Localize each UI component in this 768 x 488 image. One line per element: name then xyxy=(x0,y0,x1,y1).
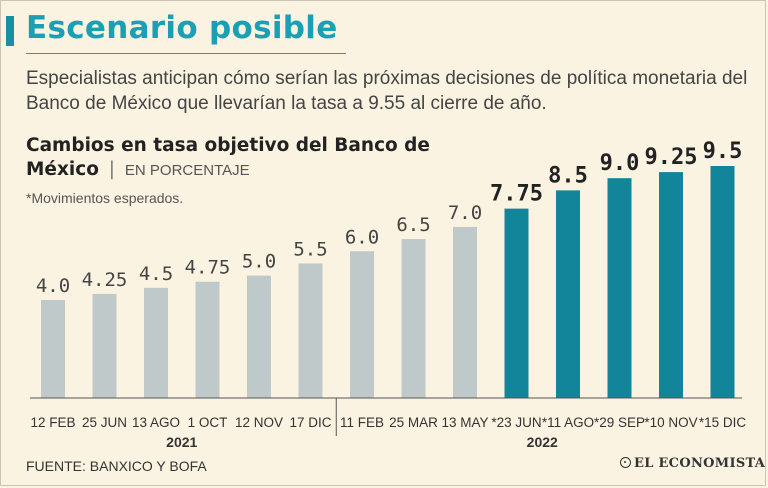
bar xyxy=(504,208,529,398)
chart-note: *Movimientos esperados. xyxy=(26,190,184,206)
tick-label: 11 FEB xyxy=(340,415,384,430)
subtitle: Especialistas anticipan cómo serían las … xyxy=(26,68,748,114)
data-label: 5.5 xyxy=(293,238,327,260)
chart-unit: EN PORCENTAJE xyxy=(124,162,250,179)
title-accent-bar xyxy=(6,16,14,46)
chart-title: Cambios en tasa objetivo del Banco de Mé… xyxy=(26,135,430,180)
title-rule xyxy=(26,53,346,54)
data-label: 5.0 xyxy=(242,251,276,273)
data-label: 8.5 xyxy=(548,163,588,188)
bar xyxy=(144,287,168,398)
bar xyxy=(607,178,632,398)
bar xyxy=(298,263,323,398)
tick-label: 17 DIC xyxy=(289,415,331,430)
tick-label: 1 OCT xyxy=(188,415,228,430)
bar xyxy=(41,300,65,398)
data-label: 9.5 xyxy=(703,139,743,164)
bar xyxy=(350,251,374,398)
data-label: 9.0 xyxy=(600,151,640,176)
data-label: 4.75 xyxy=(185,257,231,279)
bar xyxy=(710,166,735,398)
bar xyxy=(659,172,683,398)
group-label: 2021 xyxy=(166,434,197,450)
data-label: 6.0 xyxy=(345,226,379,248)
source-note: FUENTE: BANXICO Y BOFA xyxy=(26,458,207,474)
tick-label: *23 JUN xyxy=(491,415,541,430)
tick-label: 13 MAY xyxy=(441,415,488,430)
bar xyxy=(401,239,426,398)
data-label: 4.0 xyxy=(36,275,70,297)
unit-separator: | xyxy=(102,159,121,180)
brand-name: EL ECONOMISTA xyxy=(634,456,766,471)
group-label: 2022 xyxy=(527,434,558,450)
tick-label: 12 NOV xyxy=(235,415,283,430)
data-label: 7.75 xyxy=(490,182,543,207)
data-label: 7.0 xyxy=(448,202,482,224)
bar xyxy=(92,293,117,398)
tick-label: 25 JUN xyxy=(82,415,127,430)
brand: EL ECONOMISTA xyxy=(620,456,765,471)
tick-label: *10 NOV xyxy=(644,415,697,430)
bar xyxy=(453,226,477,398)
brand-logo-icon xyxy=(620,457,631,468)
bar xyxy=(247,275,271,398)
data-label: 4.25 xyxy=(82,269,128,291)
data-label: 9.25 xyxy=(645,145,698,170)
tick-label: *29 SEP xyxy=(594,415,645,430)
tick-label: 13 AGO xyxy=(132,415,180,430)
tick-label: *15 DIC xyxy=(699,415,747,430)
tick-label: 25 MAR xyxy=(389,415,438,430)
bar xyxy=(195,281,220,398)
tick-label: *11 AGO xyxy=(542,415,594,430)
bar xyxy=(556,190,580,398)
data-label: 4.5 xyxy=(139,263,173,285)
tick-label: 12 FEB xyxy=(30,415,75,430)
data-label: 6.5 xyxy=(396,214,430,236)
chart-title-block: Cambios en tasa objetivo del Banco de Mé… xyxy=(26,134,456,183)
page-title: Escenario posible xyxy=(26,10,338,46)
